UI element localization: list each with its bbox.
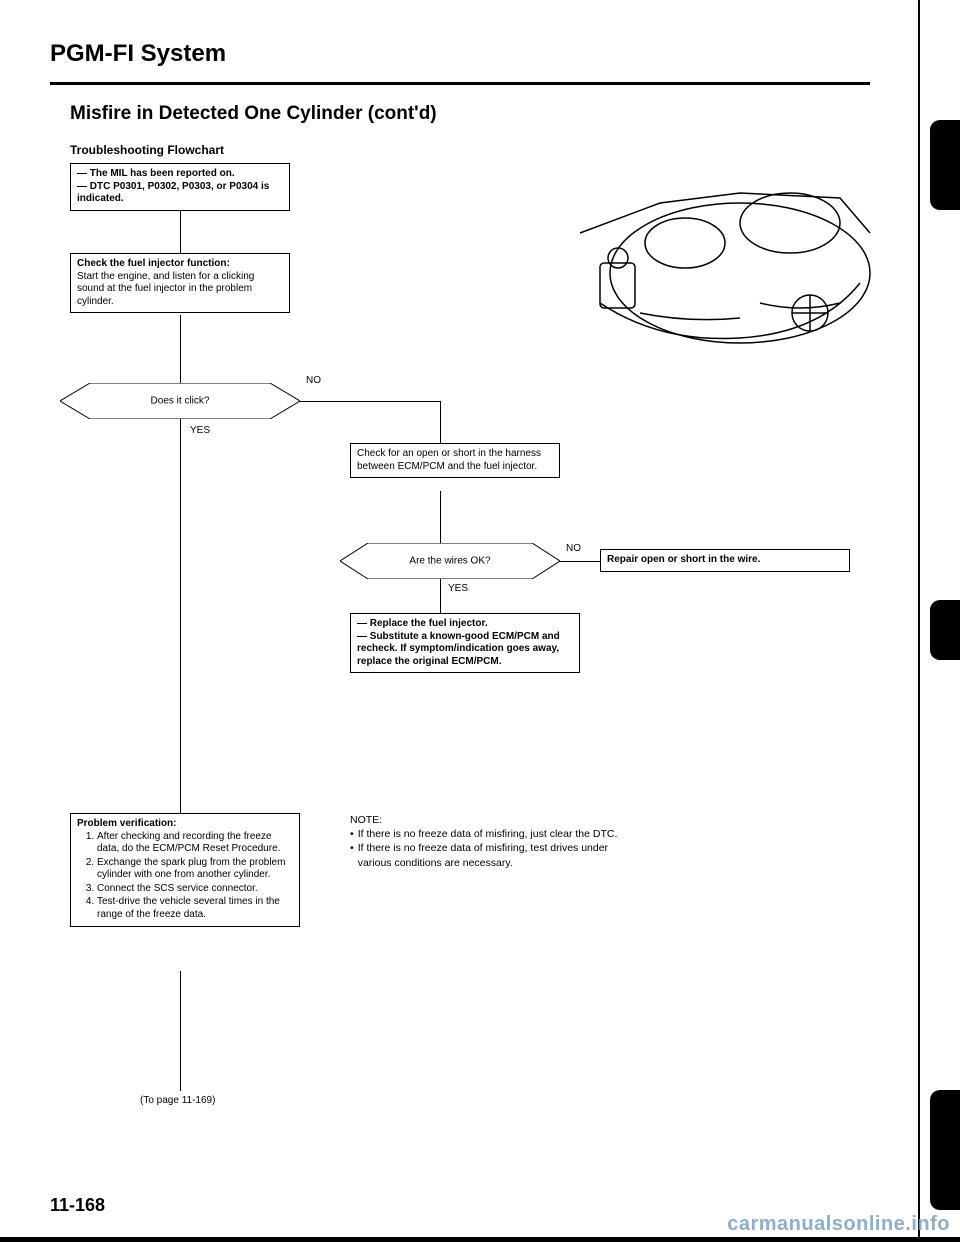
- replace-box: — Replace the fuel injector. — Substitut…: [350, 613, 580, 673]
- connector: [180, 211, 181, 253]
- connector: [440, 579, 441, 613]
- connector: [180, 315, 181, 383]
- check-injector-body: Start the engine, and listen for a click…: [77, 271, 283, 309]
- note-item: If there is no freeze data of misfiring,…: [358, 827, 618, 841]
- connector: [180, 971, 181, 1091]
- check-injector-title: Check the fuel injector function:: [77, 258, 283, 271]
- thumb-tabs: [920, 0, 960, 1242]
- start-line1: — The MIL has been reported on.: [77, 168, 283, 181]
- engine-illustration: [540, 163, 880, 363]
- system-title: PGM-FI System: [50, 40, 870, 68]
- thumb-tab: [930, 120, 960, 210]
- yes-label: YES: [190, 425, 210, 436]
- connector: [300, 401, 440, 402]
- page-bottom-edge: [0, 1237, 960, 1242]
- replace-line2: — Substitute a known-good ECM/PCM and re…: [357, 631, 573, 669]
- no-label-2: NO: [566, 543, 581, 554]
- repair-wire-box: Repair open or short in the wire.: [600, 549, 850, 572]
- flowchart-label: Troubleshooting Flowchart: [70, 143, 870, 157]
- decision-wires: Are the wires OK?: [340, 543, 560, 579]
- section-title: Misfire in Detected One Cylinder (cont'd…: [70, 103, 870, 125]
- pv-item: Test-drive the vehicle several times in …: [97, 896, 293, 921]
- start-line2: — DTC P0301, P0302, P0303, or P0304 is i…: [77, 181, 283, 206]
- page-number: 11-168: [50, 1195, 105, 1216]
- to-page-label: (To page 11-169): [140, 1095, 215, 1106]
- note-item: If there is no freeze data of misfiring,…: [358, 841, 630, 869]
- thumb-tab: [930, 600, 960, 660]
- connector: [180, 419, 181, 813]
- connector: [560, 561, 600, 562]
- pv-item: After checking and recording the freeze …: [97, 831, 293, 856]
- no-label: NO: [306, 375, 321, 386]
- thumb-tab: [930, 1090, 960, 1210]
- decision-click-text: Does it click?: [60, 396, 300, 407]
- decision-wires-text: Are the wires OK?: [340, 556, 560, 567]
- divider: [50, 82, 870, 85]
- manual-page: PGM-FI System Misfire in Detected One Cy…: [0, 0, 920, 1242]
- pv-item: Connect the SCS service connector.: [97, 883, 293, 896]
- pv-item: Exchange the spark plug from the problem…: [97, 857, 293, 882]
- repair-wire-text: Repair open or short in the wire.: [607, 554, 760, 565]
- pv-title: Problem verification:: [77, 818, 293, 831]
- yes-label-2: YES: [448, 583, 468, 594]
- watermark: carmanualsonline.info: [727, 1213, 950, 1236]
- decision-click: Does it click?: [60, 383, 300, 419]
- start-box: — The MIL has been reported on. — DTC P0…: [70, 163, 290, 211]
- replace-line1: — Replace the fuel injector.: [357, 618, 573, 631]
- check-harness-box: Check for an open or short in the harnes…: [350, 443, 560, 478]
- connector: [440, 491, 441, 543]
- check-harness-body: Check for an open or short in the harnes…: [357, 448, 553, 473]
- check-injector-box: Check the fuel injector function: Start …: [70, 253, 290, 313]
- note-block: NOTE: •If there is no freeze data of mis…: [350, 813, 630, 870]
- flowchart-canvas: — The MIL has been reported on. — DTC P0…: [50, 163, 870, 1123]
- connector: [440, 401, 441, 443]
- note-label: NOTE:: [350, 813, 630, 827]
- problem-verification-box: Problem verification: After checking and…: [70, 813, 300, 927]
